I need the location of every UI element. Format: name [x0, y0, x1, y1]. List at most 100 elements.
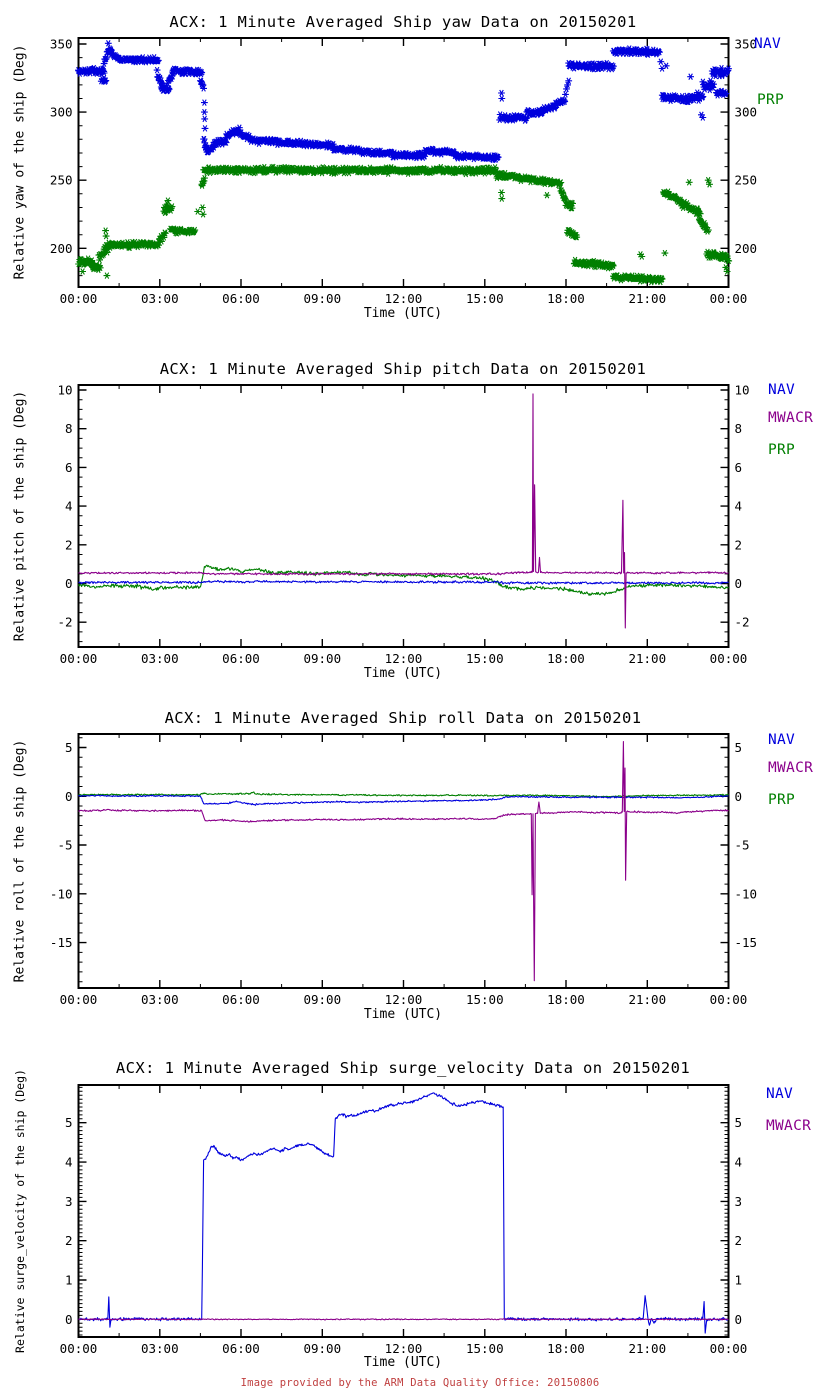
svg-text:03:00: 03:00 [141, 1341, 179, 1356]
svg-text:-15: -15 [735, 935, 758, 950]
x-axis-label-pitch: Time (UTC) [363, 666, 443, 681]
svg-text:00:00: 00:00 [710, 992, 748, 1007]
svg-text:09:00: 09:00 [303, 1341, 341, 1356]
svg-text:0: 0 [65, 789, 73, 804]
svg-text:3: 3 [735, 1194, 743, 1209]
svg-text:00:00: 00:00 [60, 1341, 98, 1356]
svg-text:00:00: 00:00 [710, 291, 748, 306]
svg-text:250: 250 [735, 173, 758, 188]
legend-roll-nav: NAV [768, 732, 796, 748]
footer-credit: Image provided by the ARM Data Quality O… [240, 1377, 600, 1389]
svg-text:18:00: 18:00 [547, 1341, 585, 1356]
svg-text:0: 0 [65, 576, 73, 591]
svg-text:200: 200 [50, 241, 73, 256]
svg-text:06:00: 06:00 [222, 291, 260, 306]
svg-text:00:00: 00:00 [60, 651, 98, 666]
svg-text:-5: -5 [735, 838, 750, 853]
svg-text:5: 5 [65, 740, 73, 755]
y-axis-label-pitch: Relative pitch of the ship (Deg) [12, 390, 28, 642]
chart-title-roll: ACX: 1 Minute Averaged Ship roll Data on… [164, 709, 642, 727]
svg-text:4: 4 [735, 1155, 743, 1170]
chart-title-surge: ACX: 1 Minute Averaged Ship surge_veloci… [115, 1059, 691, 1077]
svg-text:-2: -2 [57, 615, 72, 630]
svg-text:10: 10 [57, 383, 72, 398]
svg-text:2: 2 [735, 537, 743, 552]
svg-text:03:00: 03:00 [141, 992, 179, 1007]
svg-text:15:00: 15:00 [466, 1341, 504, 1356]
svg-text:5: 5 [735, 1115, 743, 1130]
svg-text:350: 350 [50, 37, 73, 52]
x-axis-label-yaw: Time (UTC) [363, 306, 443, 321]
svg-text:06:00: 06:00 [222, 992, 260, 1007]
svg-text:12:00: 12:00 [385, 992, 423, 1007]
svg-text:06:00: 06:00 [222, 1341, 260, 1356]
svg-text:350: 350 [735, 37, 758, 52]
legend-roll-prp: PRP [768, 792, 796, 808]
svg-text:2: 2 [735, 1233, 743, 1248]
svg-text:250: 250 [50, 173, 73, 188]
svg-text:0: 0 [65, 1312, 73, 1327]
svg-text:12:00: 12:00 [385, 291, 423, 306]
legend-roll-mwacr: MWACR [768, 760, 814, 776]
legend-pitch-prp: PRP [768, 442, 796, 458]
svg-text:1: 1 [735, 1273, 743, 1288]
svg-text:03:00: 03:00 [141, 291, 179, 306]
svg-text:00:00: 00:00 [710, 1341, 748, 1356]
svg-text:-10: -10 [735, 886, 758, 901]
chart-title-yaw: ACX: 1 Minute Averaged Ship yaw Data on … [169, 13, 637, 31]
svg-text:300: 300 [735, 105, 758, 120]
svg-text:200: 200 [735, 241, 758, 256]
svg-text:4: 4 [65, 1155, 73, 1170]
chart-surge: 00:00 03:00 06:00 09:00 12:00 15:00 18:00 21:00… [60, 1084, 748, 1356]
chart-title-pitch: ACX: 1 Minute Averaged Ship pitch Data o… [159, 360, 647, 378]
chart-pitch: 00:00 03:00 06:00 09:00 12:00 15:00 18:00 21:00… [57, 383, 749, 667]
svg-text:10: 10 [735, 383, 750, 398]
svg-text:300: 300 [50, 105, 73, 120]
svg-text:2: 2 [65, 537, 73, 552]
svg-text:15:00: 15:00 [466, 992, 504, 1007]
x-axis-label-roll: Time (UTC) [363, 1007, 443, 1022]
svg-text:03:00: 03:00 [141, 651, 179, 666]
x-axis-label-surge: Time (UTC) [363, 1355, 443, 1370]
svg-text:0: 0 [735, 1312, 743, 1327]
svg-text:-10: -10 [50, 886, 73, 901]
y-axis-label-yaw: Relative yaw of the ship (Deg) [12, 44, 28, 280]
svg-text:-15: -15 [50, 935, 73, 950]
legend-surge-mwacr: MWACR [766, 1118, 812, 1134]
svg-text:2: 2 [65, 1233, 73, 1248]
svg-text:00:00: 00:00 [710, 651, 748, 666]
legend-pitch-mwacr: MWACR [768, 410, 814, 426]
svg-text:00:00: 00:00 [60, 291, 98, 306]
svg-text:21:00: 21:00 [628, 992, 666, 1007]
svg-text:09:00: 09:00 [303, 992, 341, 1007]
legend-yaw-nav: NAV [754, 36, 782, 52]
svg-text:21:00: 21:00 [628, 1341, 666, 1356]
svg-text:00:00: 00:00 [60, 992, 98, 1007]
svg-text:15:00: 15:00 [466, 291, 504, 306]
svg-text:18:00: 18:00 [547, 291, 585, 306]
svg-text:-2: -2 [735, 615, 750, 630]
svg-text:4: 4 [735, 499, 743, 514]
svg-text:12:00: 12:00 [385, 1341, 423, 1356]
svg-text:8: 8 [65, 421, 73, 436]
svg-text:1: 1 [65, 1273, 73, 1288]
legend-pitch-nav: NAV [768, 382, 796, 398]
y-axis-label-surge: Relative surge_velocity of the ship (Deg… [13, 1069, 27, 1353]
svg-text:-5: -5 [57, 838, 72, 853]
svg-text:12:00: 12:00 [385, 651, 423, 666]
svg-text:3: 3 [65, 1194, 73, 1209]
y-axis-label-roll: Relative roll of the ship (Deg) [12, 739, 28, 983]
svg-text:18:00: 18:00 [547, 651, 585, 666]
svg-text:06:00: 06:00 [222, 651, 260, 666]
svg-text:21:00: 21:00 [628, 291, 666, 306]
svg-text:5: 5 [735, 740, 743, 755]
svg-text:0: 0 [735, 789, 743, 804]
svg-text:5: 5 [65, 1115, 73, 1130]
svg-text:09:00: 09:00 [303, 651, 341, 666]
svg-text:21:00: 21:00 [628, 651, 666, 666]
svg-text:6: 6 [65, 460, 73, 475]
svg-text:6: 6 [735, 460, 743, 475]
svg-text:18:00: 18:00 [547, 992, 585, 1007]
